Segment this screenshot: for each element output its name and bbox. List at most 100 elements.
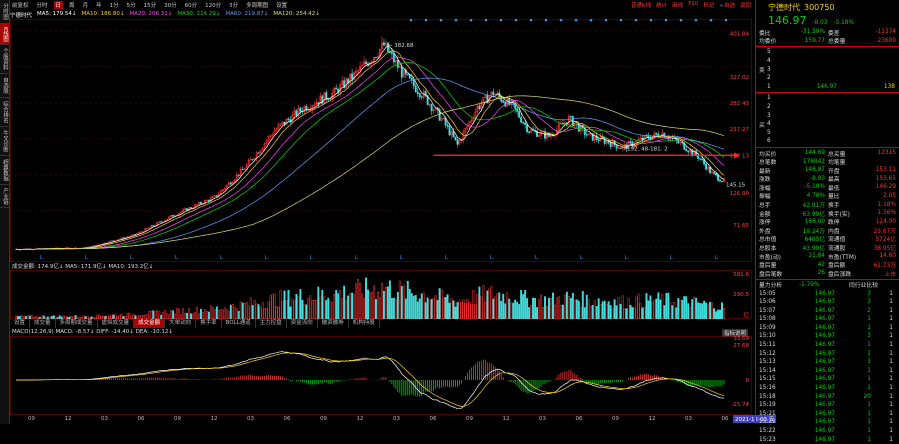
toolbar-action[interactable]: +自选 [719, 3, 735, 9]
candle-body [351, 73, 354, 80]
volume-bar [679, 300, 682, 319]
indicator-tab[interactable]: 资金流向 [287, 319, 318, 328]
candle-body [384, 42, 387, 46]
candle-body [172, 215, 175, 217]
toolbar-action[interactable]: 返回 [739, 3, 751, 9]
candle-body [239, 168, 242, 176]
indicator-tab[interactable]: 大单动向 [165, 319, 197, 328]
volume-bar [480, 296, 483, 319]
candle-body [357, 70, 360, 72]
period-tab[interactable]: 月 [82, 3, 89, 9]
order-stat-row: 委比 -31.59% 委差 -11374 [759, 29, 896, 37]
volume-bar [291, 298, 294, 319]
volume-bar [689, 307, 692, 319]
volume-bar [265, 307, 268, 319]
sidebar-tab[interactable]: 产业链 [0, 185, 9, 209]
sidebar-tab[interactable]: 自选股 [0, 74, 9, 98]
indicator-tab[interactable]: 融资融券 [318, 319, 349, 328]
candle-body [184, 208, 186, 210]
candle-body [170, 215, 173, 218]
candle-body [158, 221, 161, 223]
tick-row: 15:06 146.97 3 1 [759, 299, 893, 306]
volume-bar [219, 309, 222, 319]
sidebar-tab[interactable]: 个股资料 [0, 45, 9, 75]
toolbar-action[interactable]: 画线 [672, 3, 684, 9]
candle-body [303, 106, 306, 113]
candle-body [663, 132, 666, 138]
indicator-tab[interactable]: BOLL通道 [222, 319, 256, 328]
period-tab[interactable]: 周 [69, 3, 75, 9]
settings-button[interactable]: 设置 [276, 3, 288, 9]
period-tab[interactable]: 15分 [143, 3, 157, 9]
volume-bar [434, 295, 437, 319]
period-tab[interactable]: 120分 [205, 3, 222, 9]
volume-bar [420, 293, 423, 319]
volume-bar [263, 308, 266, 319]
candle-body [349, 73, 352, 84]
volume-bar [235, 308, 238, 319]
sidebar-tab[interactable]: 超赢数据 [0, 156, 9, 185]
toolbar-action[interactable]: 普通K线 [631, 3, 652, 9]
indicator-tab[interactable]: 机构持股 [349, 319, 380, 328]
indicator-tab[interactable]: 成交金额 [134, 319, 166, 328]
indicator-help-button[interactable]: 指标说明 [722, 329, 749, 337]
candle-body [526, 124, 529, 132]
buy-level: 1 [767, 95, 771, 102]
toolbar-action[interactable]: 统计 [656, 3, 668, 9]
toolbar-action[interactable]: F10 [688, 1, 699, 7]
indicator-tab[interactable]: 主力控盘 [256, 319, 287, 328]
volume-bar [567, 295, 570, 319]
period-tab[interactable]: 年 [96, 3, 102, 9]
indicator-tab[interactable]: 多周期成交量 [56, 319, 98, 328]
sidebar-tab[interactable]: 综合排名 [0, 98, 9, 127]
sidebar-tab[interactable]: 分时图 [0, 0, 9, 24]
volume-bar [452, 300, 455, 319]
candle-body [120, 237, 123, 240]
sidebar-tab[interactable]: 牛叉诊断 [0, 127, 9, 156]
period-tab[interactable]: 1分 [109, 3, 119, 9]
volume-bar [565, 291, 568, 319]
multi-period-button[interactable]: 多周期图 [246, 3, 269, 9]
volume-bar [325, 300, 328, 319]
adjust-toggle[interactable]: 前复权 [12, 3, 29, 9]
volume-bar [386, 286, 389, 319]
volume-bar [209, 305, 212, 319]
period-tab[interactable]: 日 [53, 1, 64, 9]
period-tab[interactable]: 5分 [126, 3, 136, 9]
flow-header: 量力分析 -1.79% 同行业比较 [759, 281, 878, 290]
volume-bar [492, 298, 495, 319]
candle-body [639, 137, 642, 140]
candle-body [243, 168, 246, 171]
volume-bar [321, 290, 324, 319]
indicator-tab[interactable]: 设置 [10, 319, 31, 328]
indicator-tab[interactable]: 换手率 [196, 319, 222, 328]
candle-body [569, 116, 572, 118]
volume-chart[interactable]: 581.6 290.5 亿 [10, 270, 752, 319]
volume-bar [512, 302, 515, 319]
volume-bar [23, 316, 25, 319]
candle-body [285, 118, 288, 125]
bottom-marker: L [715, 255, 718, 261]
candle-body [412, 79, 415, 87]
indicator-tab[interactable]: 虚拟成交量 [98, 319, 135, 328]
candle-body [609, 142, 612, 147]
period-tab[interactable]: 60分 [184, 3, 198, 9]
volume-bar [15, 315, 17, 319]
period-tab[interactable]: 3分 [229, 3, 239, 9]
volume-bar [404, 298, 407, 319]
period-tab[interactable]: 分时 [36, 3, 48, 9]
sidebar-tab[interactable]: K线图 [0, 23, 9, 46]
toolbar-action[interactable]: 标记 [703, 3, 715, 9]
volume-bar [623, 308, 626, 319]
indicator-tab[interactable]: 成交量 [30, 319, 56, 328]
kline-chart[interactable]: ↑192. 48-181. 2 ← 382.68 145.15 401.84 327.0… [10, 19, 752, 262]
volume-bar [546, 306, 548, 319]
buy-level: 3 [767, 112, 771, 119]
period-tab[interactable]: 30分 [164, 3, 177, 9]
volume-bar [305, 304, 308, 319]
bottom-marker: L [175, 255, 178, 261]
volume-bar [28, 315, 31, 319]
diff-line [16, 351, 725, 410]
volume-bar [687, 303, 690, 319]
